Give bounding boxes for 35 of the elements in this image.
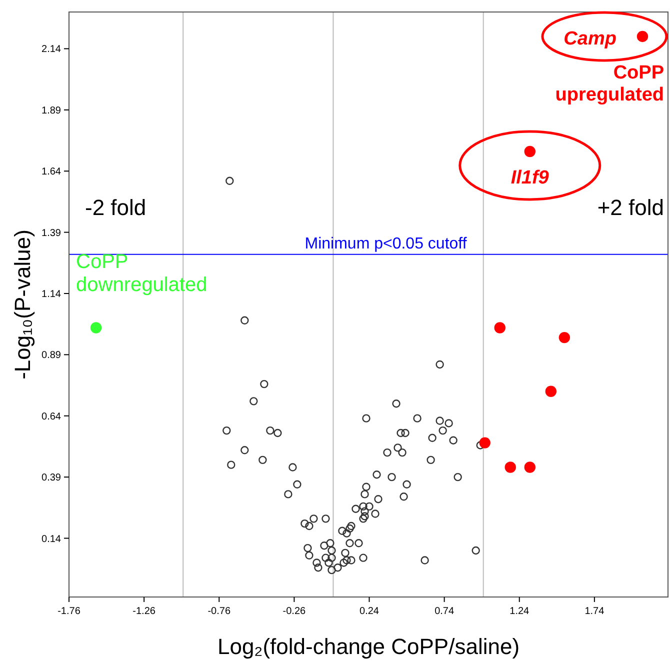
- annotation: Camp: [564, 28, 616, 50]
- point: [558, 332, 570, 344]
- x-tick-label: -0.26: [282, 606, 306, 617]
- annotation: CoPP downregulated: [76, 250, 208, 296]
- annotation: +2 fold: [597, 195, 664, 220]
- annotation: Il1f9: [510, 168, 550, 189]
- x-tick-label: 1.74: [584, 606, 605, 617]
- annotation: CoPP upregulated: [555, 62, 664, 106]
- y-tick-label: 0.39: [42, 472, 62, 484]
- y-tick-label: 0.64: [42, 411, 62, 422]
- x-tick-label: 1.24: [510, 606, 530, 617]
- y-tick-label: 1.39: [42, 228, 62, 239]
- point: [524, 462, 536, 473]
- annotation: -2 fold: [85, 195, 146, 220]
- x-tick-label: -1.76: [58, 606, 81, 617]
- point: [494, 322, 506, 334]
- y-tick-label: 1.64: [42, 166, 62, 178]
- point: [524, 146, 536, 158]
- x-tick-label: -1.26: [132, 606, 156, 617]
- x-tick-label: 0.74: [434, 606, 454, 617]
- x-tick-label: -0.76: [208, 606, 231, 617]
- x-tick-label: 0.24: [360, 606, 380, 617]
- ref-line-label: Minimum p<0.05 cutoff: [304, 235, 468, 252]
- point: [636, 30, 648, 42]
- y-tick-label: 1.14: [42, 288, 62, 300]
- point: [545, 386, 556, 397]
- y-tick-label: 0.89: [42, 350, 62, 362]
- y-axis-title: -Log₁₀(P-value): [10, 230, 35, 380]
- y-tick-label: 0.14: [42, 534, 62, 545]
- point: [479, 437, 490, 448]
- y-tick-label: 2.14: [42, 44, 62, 56]
- x-axis-title: Log₂(fold-change CoPP/saline): [217, 634, 520, 659]
- point: [504, 462, 516, 473]
- y-tick-label: 1.89: [42, 105, 62, 116]
- point: [90, 322, 102, 334]
